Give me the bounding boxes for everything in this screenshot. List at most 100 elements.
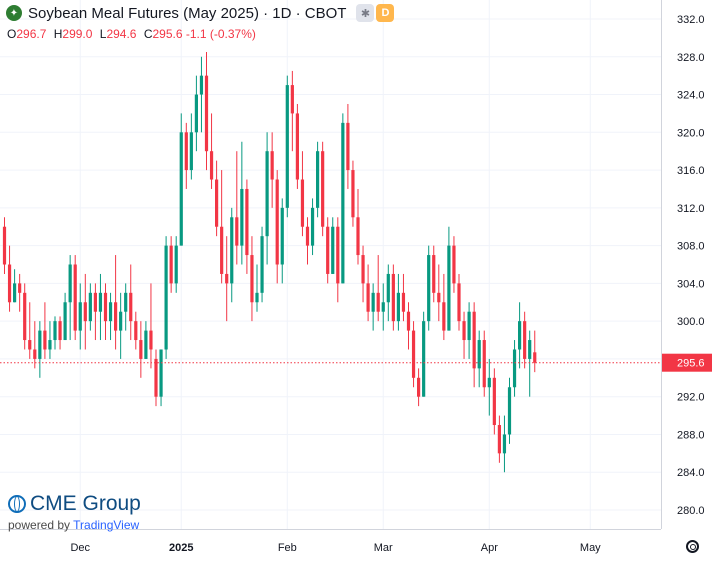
candle-body (18, 283, 22, 293)
powered-by-prefix: powered by (8, 518, 74, 532)
star-icon[interactable]: ✱ (356, 4, 375, 22)
candle-body (194, 94, 198, 133)
y-tick-label: 320.0 (677, 127, 705, 139)
candle-body (351, 170, 355, 218)
y-tick-label: 312.0 (677, 203, 705, 215)
candle-body (497, 425, 501, 454)
y-tick-label: 308.0 (677, 241, 705, 253)
ohlc-open-value: 296.7 (16, 27, 47, 41)
candle-body (245, 188, 249, 256)
x-tick-label: Dec (70, 542, 90, 554)
candle-body (391, 273, 395, 322)
candle-body (386, 273, 390, 303)
candle-body (204, 75, 209, 152)
last-price-box (662, 353, 712, 372)
y-tick-label: 292.0 (677, 392, 705, 404)
candle-body (174, 245, 178, 284)
ohlc-high-value: 299.0 (62, 27, 93, 41)
candle-body (184, 132, 188, 171)
y-tick-label: 300.0 (677, 316, 705, 328)
candle-body (119, 311, 123, 331)
candle-body (199, 75, 204, 95)
delayed-data-badge[interactable]: D (376, 4, 395, 22)
candle-body (346, 122, 350, 171)
candle-body (295, 113, 299, 180)
candle-body (477, 340, 481, 369)
chart-header: ✦ Soybean Meal Futures (May 2025) · 1D ·… (6, 4, 395, 22)
candle-body (417, 377, 421, 397)
candle-body (437, 292, 441, 303)
candle-body (179, 132, 183, 246)
candle-body (240, 188, 244, 246)
candle-body (341, 122, 345, 284)
candle-body (492, 377, 496, 426)
settings-gear-icon[interactable] (686, 540, 699, 553)
candle-body (371, 292, 375, 312)
candle-body (114, 302, 118, 331)
candle-body (285, 85, 289, 208)
candle-body (103, 292, 108, 322)
candle-body (432, 255, 436, 293)
candle-body (316, 151, 320, 208)
candle-body (58, 321, 62, 341)
candle-body (381, 302, 385, 312)
candle-body (280, 207, 284, 265)
cme-group-logo[interactable]: CME Group powered by TradingView (8, 492, 141, 532)
candle-body (366, 283, 370, 312)
ohlc-legend: O296.7 H299.0 L294.6 C295.6 -1.1 (-0.37%… (7, 27, 260, 41)
candle-body (396, 292, 400, 322)
candle-body (7, 264, 12, 303)
candle-body (270, 151, 274, 180)
y-tick-label: 332.0 (677, 14, 705, 26)
candle-body (310, 207, 315, 246)
candle-body (326, 226, 330, 274)
candle-body (63, 302, 67, 341)
y-tick-label: 324.0 (677, 90, 705, 102)
candle-body (411, 330, 416, 378)
candle-body (376, 292, 380, 312)
candle-body (260, 236, 264, 293)
candle-body (457, 283, 461, 322)
candle-body (38, 330, 42, 359)
candle-body (462, 321, 466, 341)
powered-by: powered by TradingView (8, 518, 141, 532)
candle-body (134, 321, 138, 341)
candle-body (220, 226, 224, 274)
y-tick-label: 284.0 (677, 467, 705, 479)
candle-body (401, 292, 406, 312)
chart-title: Soybean Meal Futures (May 2025) · 1D · C… (28, 4, 347, 22)
x-tick-label: 2025 (169, 542, 193, 554)
tradingview-link[interactable]: TradingView (73, 518, 140, 532)
soybean-leaf-icon: ✦ (6, 5, 22, 21)
candle-body (88, 292, 92, 322)
candle-body (144, 330, 148, 359)
candle-body (98, 292, 103, 312)
candle-body (215, 179, 219, 227)
candle-body (73, 264, 77, 331)
candle-body (523, 321, 527, 359)
ohlc-low-value: 294.6 (106, 27, 137, 41)
candle-body (406, 311, 411, 331)
y-tick-label: 316.0 (677, 165, 705, 177)
candle-body (149, 330, 153, 350)
candle-body (275, 179, 279, 265)
candle-body (164, 245, 168, 350)
candle-body (189, 132, 193, 171)
y-tick-label: 288.0 (677, 429, 705, 441)
candle-body (321, 151, 325, 227)
ohlc-open-key: O (7, 27, 17, 41)
candle-body (265, 151, 269, 237)
ohlc-close-key: C (143, 27, 153, 41)
candle-body (300, 179, 305, 227)
ohlc-low-key: L (99, 27, 107, 41)
globe-icon (8, 495, 26, 513)
candle-body (250, 255, 254, 303)
candle-body (139, 340, 143, 359)
last-price-label: 295.6 (677, 358, 705, 370)
y-tick-label: 304.0 (677, 278, 705, 290)
candle-body (225, 273, 229, 284)
candle-body (427, 255, 431, 322)
candle-body (290, 85, 294, 114)
candle-body (235, 217, 239, 246)
